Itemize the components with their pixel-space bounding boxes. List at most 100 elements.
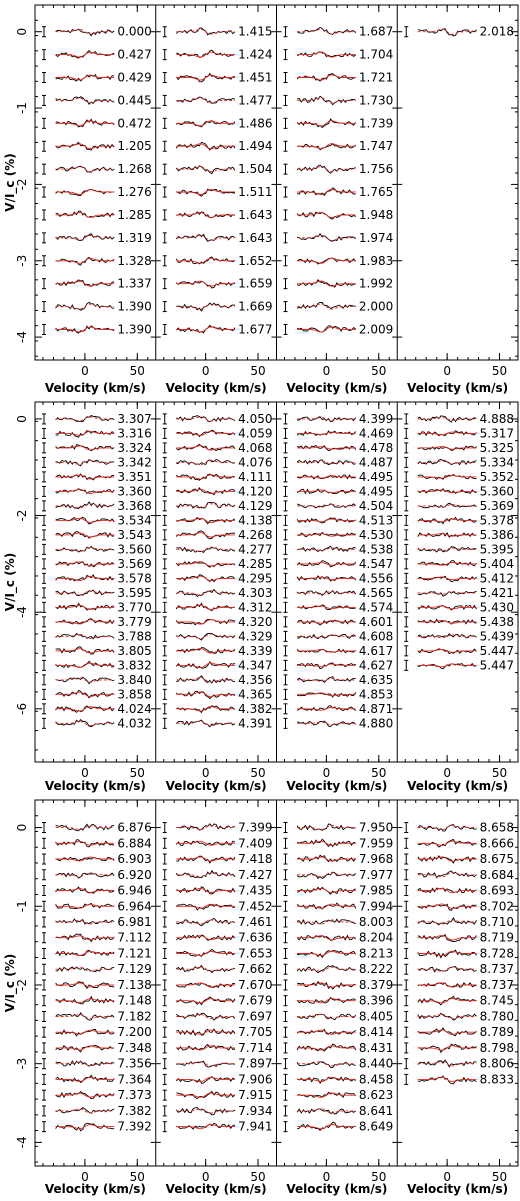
- phase-label: 1.983: [359, 254, 393, 268]
- phase-label: 8.649: [359, 1120, 393, 1134]
- observed-profile: [55, 949, 115, 957]
- model-profile: [176, 633, 235, 640]
- phase-label: 4.312: [238, 600, 272, 614]
- model-profile: [55, 280, 115, 287]
- observed-profile: [296, 459, 356, 466]
- phase-label: 5.334: [480, 455, 514, 469]
- panel-1: 0 -1 -2 -3 -4 V/I_c (%) 0 50 Velocity (km/s) 0.00…: [3, 4, 519, 395]
- model-profile: [297, 475, 356, 479]
- model-profile: [176, 919, 235, 925]
- model-profile: [297, 888, 356, 894]
- x-tick-label: 50: [130, 364, 145, 378]
- model-profile: [297, 950, 356, 957]
- phase-label: 4.853: [359, 687, 393, 701]
- phase-label: 4.399: [359, 412, 393, 426]
- observed-profile: [296, 302, 356, 310]
- model-profile: [297, 825, 356, 831]
- phase-label: 3.569: [117, 557, 151, 571]
- x-axis-label: Velocity (km/s): [166, 779, 267, 793]
- observed-profile: [417, 887, 477, 894]
- observed-profile: [417, 502, 477, 509]
- phase-label: 7.348: [117, 1041, 151, 1055]
- phase-label: 0.427: [117, 48, 151, 62]
- model-profile: [417, 840, 477, 846]
- model-profile: [176, 257, 235, 264]
- y-axis-label: V/I_c (%): [3, 553, 18, 611]
- phase-label: 1.337: [117, 277, 151, 291]
- phase-label: 3.770: [117, 600, 151, 614]
- observed-profile: [176, 1122, 236, 1130]
- observed-profile: [176, 188, 236, 197]
- model-profile: [417, 872, 477, 878]
- phase-label: 7.959: [359, 836, 393, 850]
- observed-profile: [175, 165, 236, 175]
- model-profile: [297, 1013, 356, 1020]
- phase-label: 7.435: [238, 884, 272, 898]
- x-tick-label: 0: [81, 766, 89, 780]
- observed-profile: [297, 416, 357, 422]
- phase-label: 5.439: [480, 629, 514, 643]
- phase-label: 1.747: [359, 139, 393, 153]
- x-tick-label: 0: [443, 766, 451, 780]
- phase-label: 4.268: [238, 528, 272, 542]
- model-profile: [417, 919, 477, 925]
- phase-label: 3.788: [117, 629, 151, 643]
- model-profile: [55, 97, 115, 104]
- phase-label: 4.347: [238, 658, 272, 672]
- phase-label: 3.307: [117, 412, 151, 426]
- model-profile: [55, 143, 115, 150]
- phase-label: 5.317: [480, 426, 514, 440]
- y-tick-label: -3: [15, 1058, 29, 1070]
- phase-label: 4.565: [359, 586, 393, 600]
- observed-profile: [296, 934, 357, 941]
- observed-profile: [176, 633, 236, 641]
- model-profile: [297, 998, 356, 1004]
- observed-profile: [296, 503, 357, 509]
- observed-profile: [176, 917, 236, 927]
- model-profile: [55, 303, 115, 310]
- model-profile: [297, 856, 356, 862]
- phase-label: 8.737: [480, 962, 514, 976]
- model-profile: [176, 1092, 235, 1098]
- observed-profile: [296, 1061, 356, 1069]
- model-profile: [55, 604, 115, 610]
- phase-label: 4.487: [359, 455, 393, 469]
- observed-profile: [176, 96, 236, 104]
- phase-label: 3.779: [117, 615, 151, 629]
- phase-label: 8.213: [359, 946, 393, 960]
- model-profile: [176, 856, 235, 862]
- model-profile: [176, 212, 235, 218]
- model-profile: [176, 143, 235, 150]
- phase-label: 0.429: [117, 71, 151, 85]
- observed-profile: [55, 705, 115, 713]
- model-profile: [297, 1045, 356, 1051]
- model-profile: [55, 120, 115, 127]
- x-tick-label: 50: [492, 1170, 507, 1184]
- model-profile: [297, 605, 356, 610]
- phase-label: 7.934: [238, 1104, 272, 1118]
- x-tick-label: 0: [443, 1170, 451, 1184]
- phase-label: 8.440: [359, 1057, 393, 1071]
- model-profile: [176, 459, 235, 465]
- model-profile: [297, 97, 356, 104]
- phase-label: 1.739: [359, 116, 393, 130]
- model-profile: [417, 576, 477, 581]
- model-profile: [417, 1045, 477, 1051]
- column-3: 0 50 Velocity (km/s) 1.687 1.704 1.721 1.730 1.…: [283, 5, 393, 395]
- x-tick-label: 50: [250, 364, 265, 378]
- observed-profile: [55, 561, 115, 568]
- model-profile: [297, 649, 356, 653]
- phase-label: 4.295: [238, 571, 272, 585]
- phase-label: 4.478: [359, 441, 393, 455]
- model-profile: [297, 935, 356, 941]
- phase-label: 8.675: [480, 852, 514, 866]
- phase-label: 5.412: [480, 571, 514, 585]
- phase-label: 4.469: [359, 426, 393, 440]
- observed-profile: [296, 871, 357, 880]
- model-profile: [417, 562, 477, 566]
- model-profile: [55, 648, 115, 654]
- phase-label: 4.339: [238, 644, 272, 658]
- observed-profile: [417, 870, 477, 879]
